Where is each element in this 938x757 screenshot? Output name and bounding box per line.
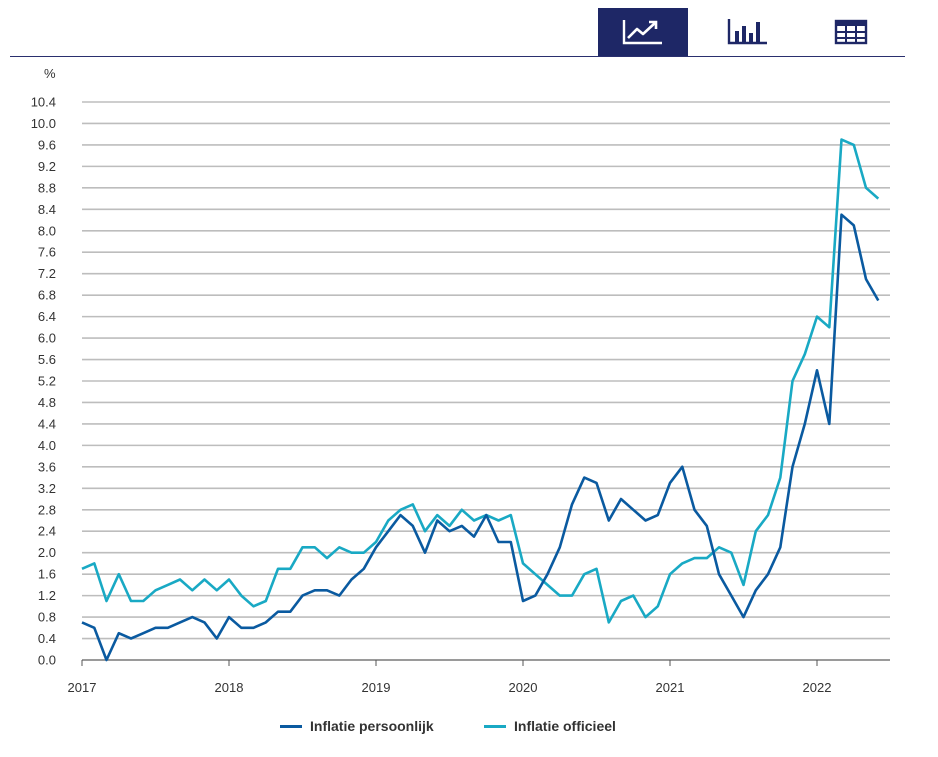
series-line-persoonlijk[interactable]: [81, 213, 880, 662]
legend-item-persoonlijk[interactable]: Inflatie persoonlijk: [280, 718, 434, 734]
y-axis-unit-label: %: [44, 66, 56, 81]
line-chart: % 0.0 0.4 0.8 1.2 1.6 2.0 2.4 2.8 3.2 3.6 4.0 4.4 4.…: [31, 66, 890, 695]
y-tick-label: 4.0: [38, 438, 56, 453]
y-tick-label: 5.6: [38, 352, 56, 367]
bar-chart-icon: [727, 19, 767, 45]
chart-legend: Inflatie persoonlijk Inflatie officieel: [0, 718, 938, 740]
y-axis-ticks: 0.0 0.4 0.8 1.2 1.6 2.0 2.4 2.8 3.2 3.6 4.0 4.4 4.8 5…: [31, 95, 56, 668]
legend-item-officieel[interactable]: Inflatie officieel: [484, 718, 616, 734]
y-tick-label: 3.6: [38, 459, 56, 474]
series-lines: [81, 138, 880, 662]
y-tick-label: 1.6: [38, 567, 56, 582]
x-tick-label: 2021: [656, 680, 685, 695]
line-chart-icon: [622, 20, 662, 45]
legend-label-persoonlijk: Inflatie persoonlijk: [310, 718, 434, 734]
table-icon: [834, 19, 868, 45]
x-tick-label: 2022: [803, 680, 832, 695]
y-tick-label: 10.0: [31, 116, 56, 131]
toolbar-divider: [10, 56, 905, 57]
x-tick-label: 2018: [215, 680, 244, 695]
table-view-button[interactable]: [806, 8, 896, 56]
y-tick-label: 4.8: [38, 395, 56, 410]
y-tick-label: 8.4: [38, 202, 56, 217]
y-tick-label: 8.8: [38, 180, 56, 195]
y-tick-label: 5.2: [38, 374, 56, 389]
y-tick-label: 7.2: [38, 266, 56, 281]
x-tick-label: 2019: [362, 680, 391, 695]
legend-label-officieel: Inflatie officieel: [514, 718, 616, 734]
x-tick-label: 2017: [68, 680, 97, 695]
y-tick-label: 7.6: [38, 245, 56, 260]
x-axis-ticks: 2017 2018 2019 2020 2021 2022: [68, 659, 890, 695]
y-tick-label: 4.4: [38, 416, 56, 431]
y-tick-label: 8.0: [38, 223, 56, 238]
y-tick-label: 6.8: [38, 288, 56, 303]
x-tick-label: 2020: [509, 680, 538, 695]
y-tick-label: 2.4: [38, 524, 56, 539]
chart-view-toolbar: [598, 8, 898, 56]
gridlines: [82, 101, 890, 661]
y-tick-label: 9.2: [38, 159, 56, 174]
y-tick-label: 9.6: [38, 137, 56, 152]
y-tick-label: 2.0: [38, 545, 56, 560]
y-tick-label: 10.4: [31, 95, 56, 110]
line-chart-view-button[interactable]: [598, 8, 688, 56]
legend-swatch-officieel: [484, 724, 506, 728]
y-tick-label: 0.8: [38, 610, 56, 625]
y-tick-label: 0.0: [38, 653, 56, 668]
y-tick-label: 6.0: [38, 331, 56, 346]
y-tick-label: 0.4: [38, 631, 56, 646]
y-tick-label: 6.4: [38, 309, 56, 324]
y-tick-label: 3.2: [38, 481, 56, 496]
bar-chart-view-button[interactable]: [703, 8, 793, 56]
series-line-officieel[interactable]: [81, 138, 880, 624]
y-tick-label: 1.2: [38, 588, 56, 603]
legend-swatch-persoonlijk: [280, 724, 302, 728]
y-tick-label: 2.8: [38, 502, 56, 517]
